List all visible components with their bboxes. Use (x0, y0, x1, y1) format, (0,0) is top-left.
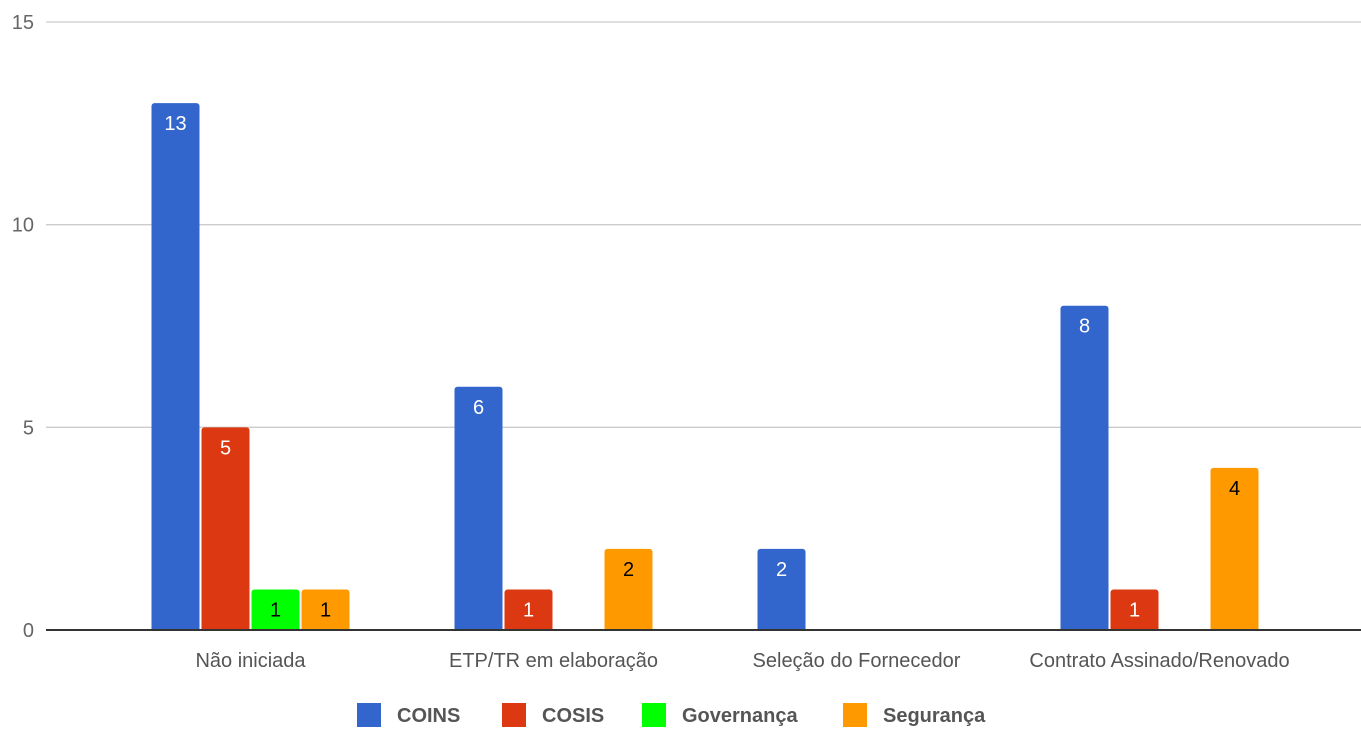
bar-data-label: 2 (776, 559, 787, 581)
bar-coins-3[interactable] (1060, 305, 1109, 630)
y-tick-label: 0 (23, 620, 34, 642)
x-category-label: Seleção do Fornecedor (753, 650, 961, 672)
bar-coins-2[interactable] (757, 548, 806, 630)
bar-data-label: 1 (270, 599, 281, 621)
legend-item-cosis[interactable]: COSIS (502, 703, 604, 727)
y-axis-tick-labels: 0 5 10 15 (12, 12, 34, 642)
x-axis-category-labels: Não iniciada ETP/TR em elaboração Seleção … (195, 650, 1289, 672)
bar-data-label: 1 (320, 599, 331, 621)
bar-data-label: 5 (220, 437, 231, 459)
legend-label: COSIS (542, 705, 604, 727)
legend[interactable]: COINS COSIS Governança Segurança (357, 703, 986, 727)
bar-base-fill (757, 626, 806, 630)
legend-swatch (502, 703, 526, 727)
legend-label: Governança (682, 705, 798, 727)
x-category-label: Contrato Assinado/Renovado (1029, 650, 1289, 672)
bar-data-label: 6 (473, 397, 484, 419)
grid-lines (46, 21, 1361, 428)
bar-cosis-0[interactable] (201, 427, 250, 630)
legend-item-seguran-a[interactable]: Segurança (843, 703, 986, 727)
bar-base-fill (1060, 626, 1109, 630)
bar-base-fill (454, 626, 503, 630)
bar-coins-1[interactable] (454, 386, 503, 630)
legend-item-coins[interactable]: COINS (357, 703, 460, 727)
bar-seguran-a-3[interactable] (1210, 467, 1259, 630)
bar-data-label: 13 (164, 113, 186, 135)
bar-base-fill (251, 626, 300, 630)
bar-base-fill (201, 626, 250, 630)
y-tick-label: 10 (12, 215, 34, 237)
legend-label: COINS (397, 705, 460, 727)
bar-base-fill (151, 626, 200, 630)
bar-data-label: 1 (1129, 599, 1140, 621)
x-category-label: Não iniciada (195, 650, 306, 672)
bar-data-label: 8 (1079, 316, 1090, 338)
bar-coins-0[interactable] (151, 103, 200, 631)
legend-item-governan-a[interactable]: Governança (642, 703, 798, 727)
legend-swatch (357, 703, 381, 727)
y-tick-label: 15 (12, 12, 34, 34)
bar-data-label: 4 (1229, 478, 1240, 500)
bar-base-fill (604, 626, 653, 630)
bar-cosis-1[interactable] (504, 589, 553, 630)
bar-seguran-a-0[interactable] (301, 589, 350, 630)
bar-data-label: 1 (523, 599, 534, 621)
y-tick-label: 5 (23, 417, 34, 439)
legend-swatch (843, 703, 867, 727)
x-category-label: ETP/TR em elaboração (449, 650, 658, 672)
legend-label: Segurança (883, 705, 986, 727)
bar-base-fill (301, 626, 350, 630)
bar-seguran-a-1[interactable] (604, 548, 653, 630)
bar-base-fill (1110, 626, 1159, 630)
bar-base-fill (1210, 626, 1259, 630)
bar-cosis-3[interactable] (1110, 589, 1159, 630)
legend-swatch (642, 703, 666, 727)
bar-base-fill (504, 626, 553, 630)
bar-governan-a-0[interactable] (251, 589, 300, 630)
bar-data-label: 2 (623, 559, 634, 581)
